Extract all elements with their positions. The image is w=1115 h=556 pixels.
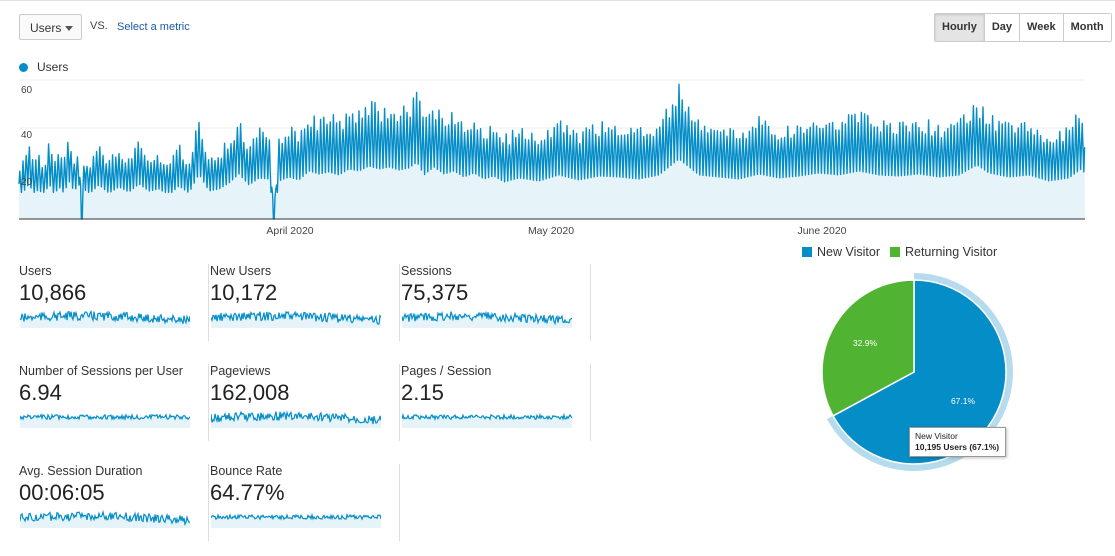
main-chart-legend-label: Users bbox=[37, 60, 69, 74]
chevron-down-icon bbox=[65, 26, 73, 31]
kpi-sparkline bbox=[211, 512, 381, 528]
kpi-value: 64.77% bbox=[210, 480, 285, 505]
pie-slice-new-visitor[interactable] bbox=[832, 279, 1007, 465]
y-tick-label: 20 bbox=[21, 177, 33, 188]
kpi-sessions[interactable]: Sessions 75,375 bbox=[401, 264, 591, 344]
pie-legend: New Visitor Returning Visitor bbox=[802, 245, 1007, 259]
kpi-value: 6.94 bbox=[19, 380, 62, 405]
tooltip-title: New Visitor bbox=[915, 431, 958, 441]
kpi-value: 00:06:05 bbox=[19, 480, 105, 505]
visitor-type-pie-chart[interactable]: 67.1% 32.9% bbox=[810, 268, 1020, 478]
kpi-divider bbox=[208, 464, 209, 541]
users-series-line bbox=[18, 83, 1086, 220]
y-tick-label: 60 bbox=[21, 85, 33, 96]
legend-label: New Visitor bbox=[817, 245, 880, 259]
metric-select[interactable]: Users bbox=[19, 14, 82, 40]
x-tick-label: April 2020 bbox=[266, 225, 313, 237]
hourly-button[interactable]: Hourly bbox=[935, 14, 984, 41]
kpi-sparkline bbox=[211, 410, 381, 428]
kpi-name: Pageviews bbox=[210, 364, 271, 378]
main-chart-legend[interactable]: Users bbox=[19, 60, 68, 74]
kpi-avg-session-duration[interactable]: Avg. Session Duration 00:06:05 bbox=[19, 464, 209, 544]
sparkline-line bbox=[402, 310, 572, 326]
kpi-bounce-rate[interactable]: Bounce Rate 64.77% bbox=[210, 464, 400, 544]
sparkline-line bbox=[20, 309, 190, 325]
sparkline-area bbox=[402, 414, 572, 428]
kpi-value: 10,172 bbox=[210, 280, 278, 305]
sparkline-line bbox=[20, 412, 190, 422]
kpi-sparkline bbox=[20, 509, 190, 528]
kpi-divider bbox=[208, 264, 209, 341]
users-series-area bbox=[19, 84, 1085, 219]
x-tick-label: June 2020 bbox=[797, 225, 846, 237]
pie-tooltip: New Visitor 10,195 Users (67.1%) bbox=[909, 427, 1006, 457]
metric-select-value: Users bbox=[30, 21, 62, 35]
kpi-sparkline bbox=[402, 310, 572, 328]
kpi-name: Number of Sessions per User bbox=[19, 364, 183, 378]
legend-new-visitor[interactable]: New Visitor bbox=[802, 245, 880, 259]
legend-swatch bbox=[802, 247, 812, 257]
sparkline-line bbox=[211, 512, 381, 521]
kpi-pageviews[interactable]: Pageviews 162,008 bbox=[210, 364, 400, 444]
kpi-divider bbox=[590, 364, 591, 441]
kpi-sparkline bbox=[402, 412, 572, 428]
tooltip-detail: 10,195 Users (67.1%) bbox=[915, 442, 1000, 452]
sparkline-line bbox=[211, 310, 381, 325]
kpi-divider bbox=[399, 464, 400, 541]
kpi-divider bbox=[590, 264, 591, 341]
sparkline-line bbox=[20, 509, 190, 527]
kpi-new-users[interactable]: New Users 10,172 bbox=[210, 264, 400, 344]
select-metric-link[interactable]: Select a metric bbox=[117, 21, 190, 33]
kpi-name: Avg. Session Duration bbox=[19, 464, 143, 478]
top-border bbox=[0, 0, 1115, 1]
kpi-value: 162,008 bbox=[210, 380, 290, 405]
day-button[interactable]: Day bbox=[983, 14, 1020, 41]
granularity-toggle: Hourly Day Week Month bbox=[934, 13, 1112, 42]
users-line-chart[interactable]: 60 40 20 April 2020 May 2020 June 2020 bbox=[0, 78, 1115, 240]
month-button[interactable]: Month bbox=[1062, 14, 1111, 41]
sparkline-line bbox=[211, 410, 381, 425]
sparkline-area bbox=[211, 411, 381, 428]
users-series-dot bbox=[19, 62, 28, 72]
kpi-name: Sessions bbox=[401, 264, 452, 278]
kpi-name: Pages / Session bbox=[401, 364, 492, 378]
kpi-divider bbox=[208, 364, 209, 441]
kpi-value: 75,375 bbox=[401, 280, 469, 305]
sparkline-area bbox=[20, 311, 190, 328]
x-tick-label: May 2020 bbox=[528, 225, 574, 237]
kpi-value: 2.15 bbox=[401, 380, 444, 405]
kpi-sparkline bbox=[20, 412, 190, 428]
sparkline-area bbox=[211, 311, 381, 328]
week-button[interactable]: Week bbox=[1019, 14, 1063, 41]
vs-label: VS. bbox=[90, 20, 108, 32]
legend-label: Returning Visitor bbox=[904, 245, 998, 259]
pie-data-label: 32.9% bbox=[853, 338, 878, 348]
kpi-pages-per-session[interactable]: Pages / Session 2.15 bbox=[401, 364, 591, 444]
pie-data-label: 67.1% bbox=[951, 396, 976, 406]
legend-returning-visitor[interactable]: Returning Visitor bbox=[889, 245, 998, 259]
kpi-name: Bounce Rate bbox=[210, 464, 283, 478]
legend-swatch bbox=[889, 247, 900, 257]
sparkline-line bbox=[402, 412, 572, 422]
kpi-value: 10,866 bbox=[19, 280, 87, 305]
kpi-sessions-per-user[interactable]: Number of Sessions per User 6.94 bbox=[19, 364, 209, 444]
pie-slice-returning-visitor[interactable] bbox=[821, 279, 915, 417]
kpi-name: New Users bbox=[210, 264, 272, 278]
y-tick-label: 40 bbox=[21, 130, 33, 141]
kpi-sparkline bbox=[211, 310, 381, 328]
kpi-users[interactable]: Users 10,866 bbox=[19, 264, 209, 344]
kpi-divider bbox=[399, 364, 400, 441]
kpi-name: Users bbox=[19, 264, 52, 278]
kpi-divider bbox=[399, 264, 400, 341]
kpi-sparkline bbox=[20, 309, 190, 328]
